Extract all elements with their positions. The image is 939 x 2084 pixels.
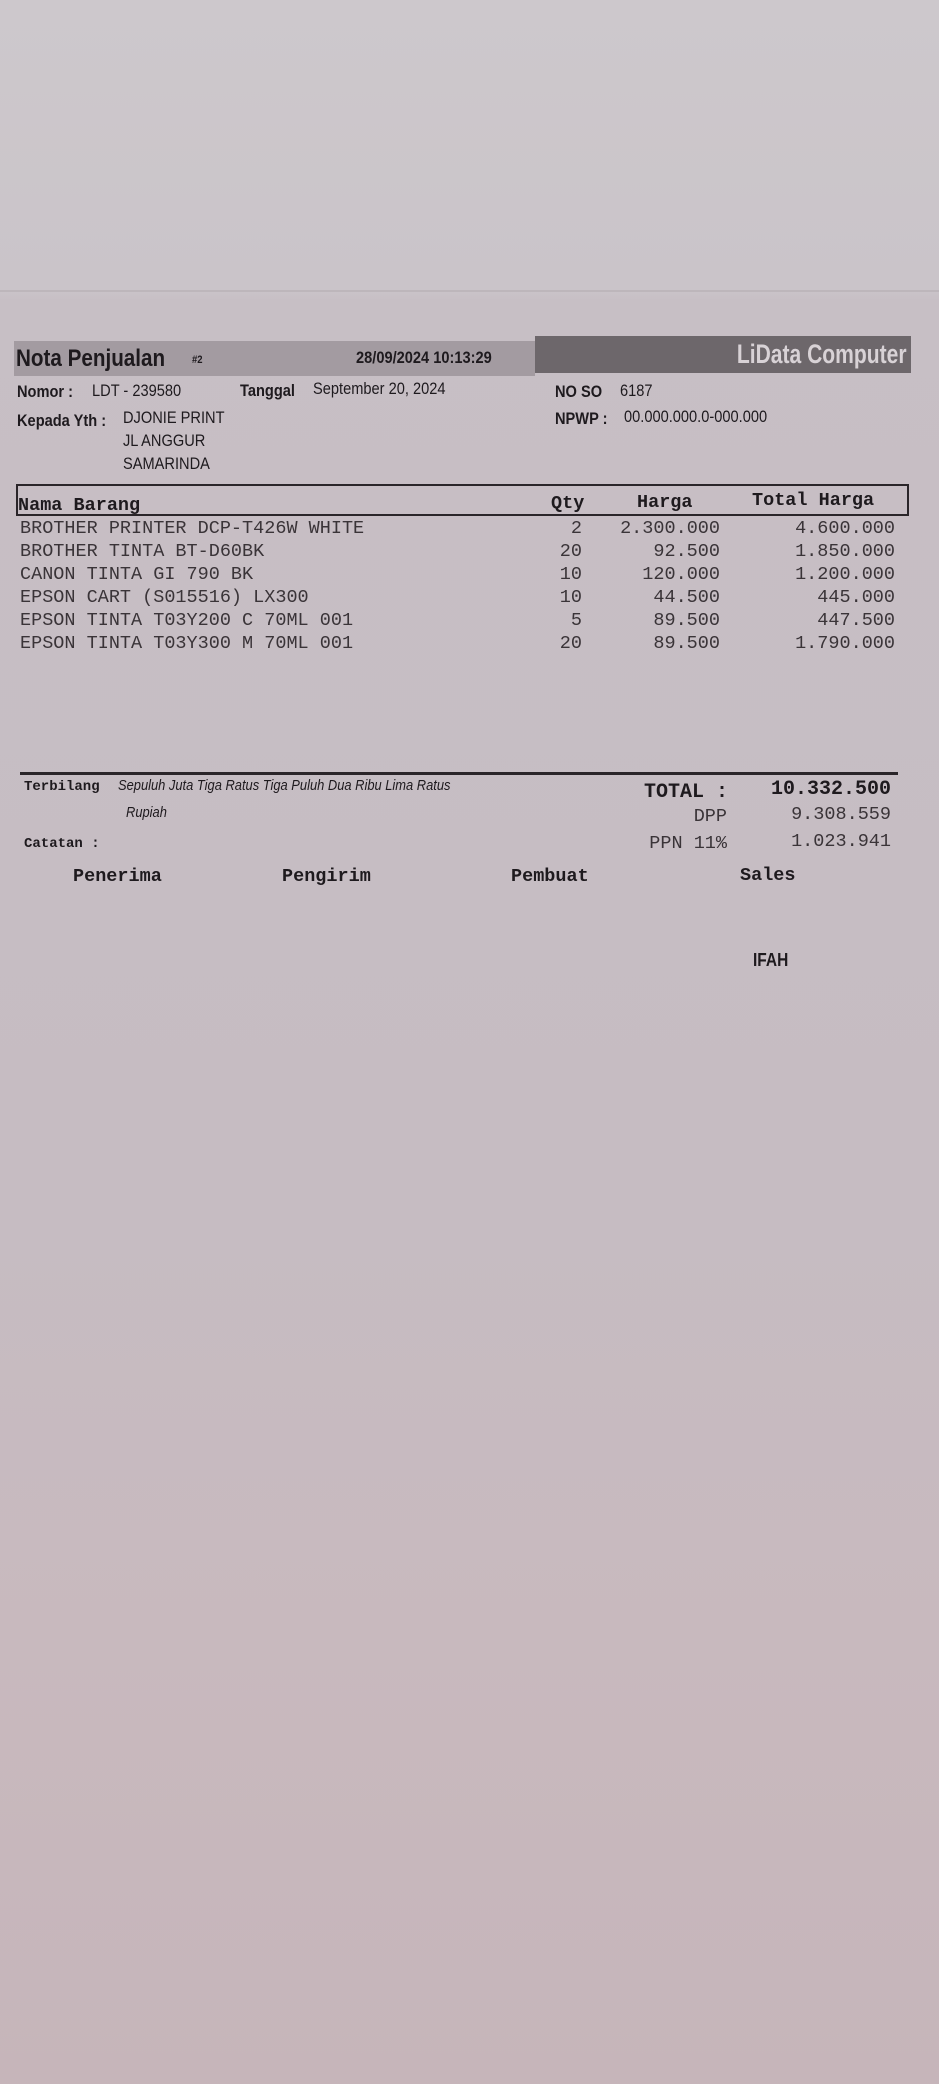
npwp-value: 00.000.000.0-000.000 <box>624 407 768 426</box>
item-total: 4.600.000 <box>795 518 895 539</box>
col-total: Total Harga <box>752 490 875 511</box>
item-qty: 20 <box>559 633 582 654</box>
noso-value: 6187 <box>620 381 653 400</box>
sign-pembuat: Pembuat <box>511 866 589 887</box>
item-qty: 2 <box>570 518 582 539</box>
npwp-label: NPWP : <box>555 409 608 428</box>
sign-sales: Sales <box>740 865 796 886</box>
customer-city: SAMARINDA <box>123 454 210 473</box>
company-logo: LiData Computer <box>737 339 907 369</box>
col-price: Harga <box>637 492 693 513</box>
terbilang-text: Sepuluh Juta Tiga Ratus Tiga Puluh Dua R… <box>118 777 451 794</box>
item-price: 92.500 <box>653 541 720 562</box>
paper-fold <box>0 290 939 292</box>
item-total: 447.500 <box>817 610 895 631</box>
copy-number: #2 <box>192 354 203 366</box>
customer-address: JL ANGGUR <box>123 431 206 450</box>
sign-pengirim: Pengirim <box>282 866 371 887</box>
col-name: Nama Barang <box>18 495 141 516</box>
col-qty: Qty <box>551 493 585 514</box>
nomor-label: Nomor : <box>17 382 74 401</box>
company-bar <box>535 336 911 373</box>
table-header <box>16 484 909 516</box>
nomor-value: LDT - 239580 <box>92 381 182 400</box>
item-name: EPSON CART (S015516) LX300 <box>20 587 309 608</box>
terbilang-label: Terbilang <box>24 779 100 795</box>
header-bar <box>14 341 535 376</box>
catatan-label: Catatan : <box>24 836 100 852</box>
kepada-label: Kepada Yth : <box>17 411 107 430</box>
ppn-value: 1.023.941 <box>791 831 891 852</box>
item-name: BROTHER PRINTER DCP-T426W WHITE <box>20 518 365 539</box>
item-total: 445.000 <box>817 587 895 608</box>
item-total: 1.850.000 <box>795 541 895 562</box>
total-label: TOTAL : <box>644 781 729 804</box>
summary-divider <box>20 772 898 775</box>
item-price: 89.500 <box>653 610 720 631</box>
item-price: 89.500 <box>653 633 720 654</box>
terbilang-rupiah: Rupiah <box>126 804 167 821</box>
item-name: EPSON TINTA T03Y200 C 70ML 001 <box>20 610 354 631</box>
item-price: 2.300.000 <box>620 518 720 539</box>
tanggal-label: Tanggal <box>240 381 295 400</box>
item-qty: 5 <box>570 610 582 631</box>
customer-name: DJONIE PRINT <box>123 408 225 427</box>
item-qty: 10 <box>559 587 582 608</box>
tanggal-value: September 20, 2024 <box>313 379 446 398</box>
sales-name: IFAH <box>753 950 789 970</box>
noso-label: NO SO <box>555 382 603 401</box>
item-name: BROTHER TINTA BT-D60BK <box>20 541 265 562</box>
item-total: 1.200.000 <box>795 564 895 585</box>
total-value: 10.332.500 <box>770 778 891 801</box>
sign-penerima: Penerima <box>73 866 162 887</box>
dpp-value: 9.308.559 <box>791 804 891 825</box>
item-price: 44.500 <box>653 587 720 608</box>
item-qty: 20 <box>559 541 582 562</box>
item-total: 1.790.000 <box>795 633 895 654</box>
item-name: CANON TINTA GI 790 BK <box>20 564 254 585</box>
document-title: Nota Penjualan <box>16 345 166 372</box>
printed-at: 28/09/2024 10:13:29 <box>356 348 492 367</box>
dpp-label: DPP <box>693 806 727 827</box>
item-name: EPSON TINTA T03Y300 M 70ML 001 <box>20 633 354 654</box>
ppn-label: PPN 11% <box>649 833 727 854</box>
item-price: 120.000 <box>642 564 720 585</box>
item-qty: 10 <box>559 564 582 585</box>
